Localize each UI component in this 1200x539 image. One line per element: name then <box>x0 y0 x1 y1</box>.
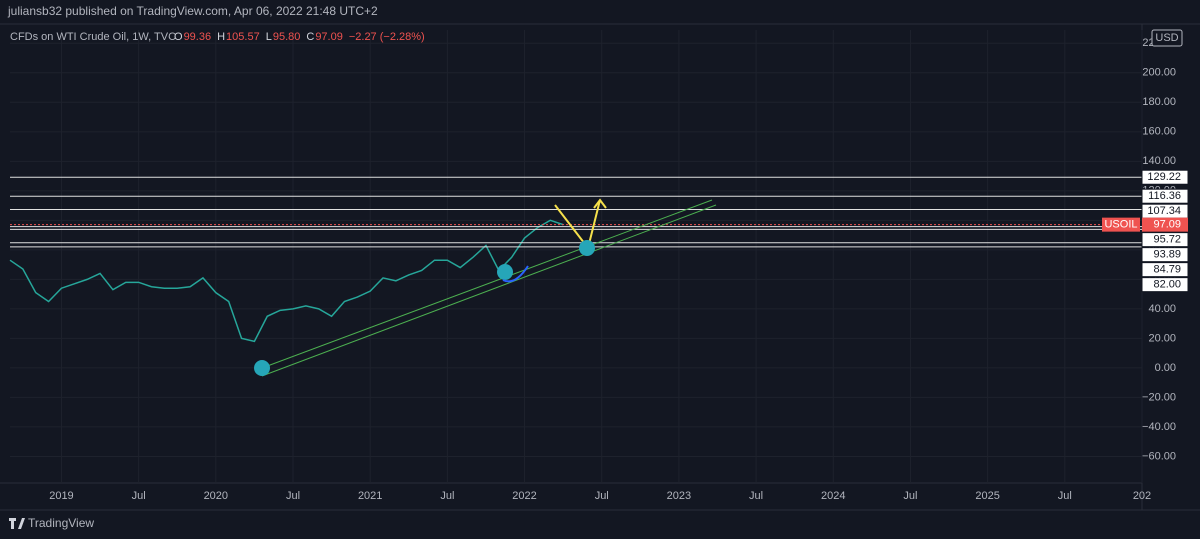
y-tick-label: 160.00 <box>1142 126 1176 138</box>
x-tick-label: 2025 <box>975 490 999 502</box>
unit-box <box>1151 29 1183 47</box>
arc-drawing <box>502 265 529 283</box>
level-label-box <box>1141 188 1189 204</box>
x-tick-label: Jul <box>595 490 609 502</box>
quote: O 99.36 H 105.57 L 95.80 C 97.09 −2.27 (−2.28%) <box>174 31 425 43</box>
x-tick-label: 202 <box>1133 490 1151 502</box>
symbol-box <box>1102 217 1140 232</box>
level-label: 84.79 <box>1153 264 1181 276</box>
quote-value: 105.57 <box>226 31 260 43</box>
x-tick-label: 2022 <box>512 490 536 502</box>
x-tick-label: Jul <box>132 490 146 502</box>
x-tick-label: 2019 <box>49 490 73 502</box>
marker-circle <box>579 240 595 256</box>
last-price-label: 97.09 <box>1153 219 1181 231</box>
level-label-box <box>1141 277 1189 293</box>
quote-value: 99.36 <box>184 31 212 43</box>
last-price-box <box>1142 217 1188 232</box>
arrow-head <box>593 198 607 209</box>
level-label: 107.34 <box>1147 205 1181 217</box>
x-tick-label: Jul <box>903 490 917 502</box>
symbol-label: USOIL <box>1104 219 1137 231</box>
series-title: CFDs on WTI Crude Oil, 1W, TVC <box>10 31 176 43</box>
x-tick-label: 2024 <box>821 490 845 502</box>
x-tick-label: Jul <box>440 490 454 502</box>
level-label-box <box>1141 247 1189 263</box>
y-tick-label: −60.00 <box>1142 450 1176 462</box>
quote-value: 95.80 <box>273 31 301 43</box>
x-tick-label: 2020 <box>204 490 228 502</box>
y-tick-label: 180.00 <box>1142 96 1176 108</box>
level-label: 116.36 <box>1148 190 1181 202</box>
level-label-box <box>1141 232 1189 248</box>
y-tick-label: 40.00 <box>1148 303 1176 315</box>
y-tick-label: −40.00 <box>1142 421 1176 433</box>
y-tick-label: 20.00 <box>1148 332 1176 344</box>
level-label: 129.22 <box>1147 171 1181 183</box>
quote-change: −2.27 (−2.28%) <box>349 31 425 43</box>
quote-key: L <box>266 31 272 43</box>
level-label: 93.89 <box>1153 249 1181 261</box>
level-label-box <box>1141 169 1189 185</box>
marker-circle <box>254 360 270 376</box>
plot <box>9 30 1143 483</box>
x-tick-label: 2021 <box>358 490 382 502</box>
level-label: 95.72 <box>1153 234 1181 246</box>
x-tick-label: Jul <box>1058 490 1072 502</box>
quote-key: H <box>217 31 225 43</box>
y-tick-label: 200.00 <box>1142 67 1176 79</box>
trend-line <box>261 204 717 377</box>
price-line <box>9 219 564 343</box>
x-tick-label: 2023 <box>667 490 691 502</box>
marker-circle <box>497 264 513 280</box>
quote-value: 97.09 <box>315 31 343 43</box>
y-axis: −60.00−40.00−20.000.0020.0040.0060.0080.… <box>49 37 1189 502</box>
level-label: 82.00 <box>1153 279 1181 291</box>
y-tick-label: −20.00 <box>1142 391 1176 403</box>
y-tick-label: 140.00 <box>1142 155 1176 167</box>
quote-key: O <box>174 31 183 43</box>
y-tick-label: 0.00 <box>1155 362 1176 374</box>
x-tick-label: Jul <box>749 490 763 502</box>
brand: TradingView <box>28 516 94 530</box>
publisher: juliansb32 published on TradingView.com,… <box>7 4 378 18</box>
unit: USD <box>1155 32 1178 44</box>
brand-logo <box>9 518 25 529</box>
drawings <box>254 198 717 377</box>
level-label-box <box>1141 262 1189 278</box>
quote-key: C <box>306 31 314 43</box>
trend-line <box>261 199 713 369</box>
x-tick-label: Jul <box>286 490 300 502</box>
